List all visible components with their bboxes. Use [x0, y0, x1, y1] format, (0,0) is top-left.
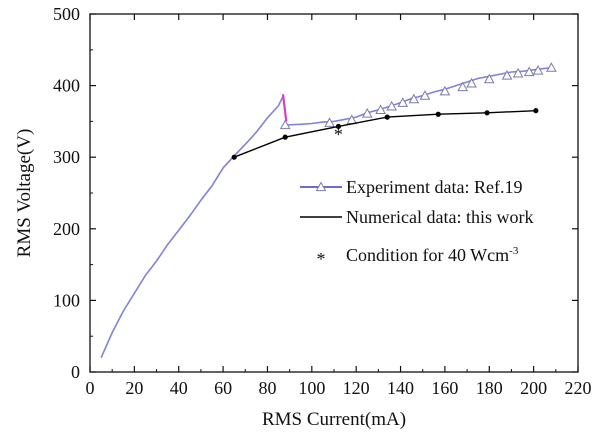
experiment-line — [285, 66, 552, 126]
experiment-marker — [397, 97, 409, 107]
experiment-marker — [512, 67, 524, 78]
numerical-point — [435, 111, 441, 117]
experiment-marker — [457, 81, 469, 92]
condition-asterisk-marker: * — [334, 125, 343, 145]
x-axis-label: RMS Current(mA) — [262, 409, 406, 430]
experiment-marker — [386, 100, 398, 111]
numerical-point — [231, 154, 237, 160]
x-tick-label: 80 — [258, 378, 276, 398]
y-tick-label: 400 — [53, 76, 80, 96]
x-tick-label: 0 — [86, 378, 95, 398]
x-tick-label: 180 — [476, 378, 503, 398]
numerical-point — [533, 108, 539, 114]
experiment-spike — [281, 94, 288, 122]
experiment-marker — [466, 77, 477, 88]
numerical-point — [484, 110, 490, 116]
y-tick-label: 200 — [53, 219, 80, 239]
legend-experiment-marker — [315, 181, 327, 192]
x-tick-label: 140 — [387, 378, 414, 398]
experiment-marker — [375, 104, 386, 115]
axes: 0 20 40 60 80 100 120 140 160 180 200 220 0 100 200 300… — [53, 4, 592, 398]
legend-numerical-label: Numerical data: this work — [346, 207, 533, 227]
legend-experiment-label: Experiment data: Ref.19 — [346, 177, 522, 197]
y-axis-label: RMS Voltage(V) — [14, 129, 35, 258]
experiment-marker — [408, 93, 420, 104]
experiment-marker — [546, 62, 557, 72]
x-tick-label: 200 — [520, 378, 547, 398]
numerical-point — [335, 123, 342, 130]
y-tick-label: 300 — [53, 147, 80, 167]
legend-condition-superscript: -3 — [509, 245, 519, 257]
x-tick-label: 20 — [125, 378, 143, 398]
experiment-marker — [419, 90, 431, 100]
x-tick-label: 160 — [431, 378, 458, 398]
experiment-marker — [523, 66, 535, 77]
experiment-marker — [532, 65, 544, 75]
plot-area: * — [100, 62, 557, 359]
y-tick-label: 100 — [53, 290, 80, 310]
legend: Experiment data: Ref.19 Numerical data: t… — [300, 177, 533, 269]
experiment-marker — [439, 85, 451, 96]
x-tick-label: 220 — [565, 378, 592, 398]
numerical-point — [282, 134, 288, 140]
y-tick-label: 0 — [71, 362, 80, 382]
legend-condition-marker: * — [317, 249, 326, 269]
legend-condition-label: Condition for 40 Wcm-3 — [346, 245, 519, 265]
experiment-marker — [501, 70, 513, 80]
experiment-marker — [483, 73, 495, 84]
x-tick-label: 60 — [214, 378, 232, 398]
experiment-marker — [279, 119, 291, 130]
x-tick-label: 120 — [343, 378, 370, 398]
numerical-point — [384, 114, 390, 120]
x-tick-label: 40 — [170, 378, 188, 398]
x-tick-label: 100 — [298, 378, 325, 398]
experiment-marker — [324, 117, 335, 127]
experiment-line — [100, 95, 284, 359]
y-tick-label: 500 — [53, 4, 80, 24]
experiment-marker — [361, 107, 373, 118]
